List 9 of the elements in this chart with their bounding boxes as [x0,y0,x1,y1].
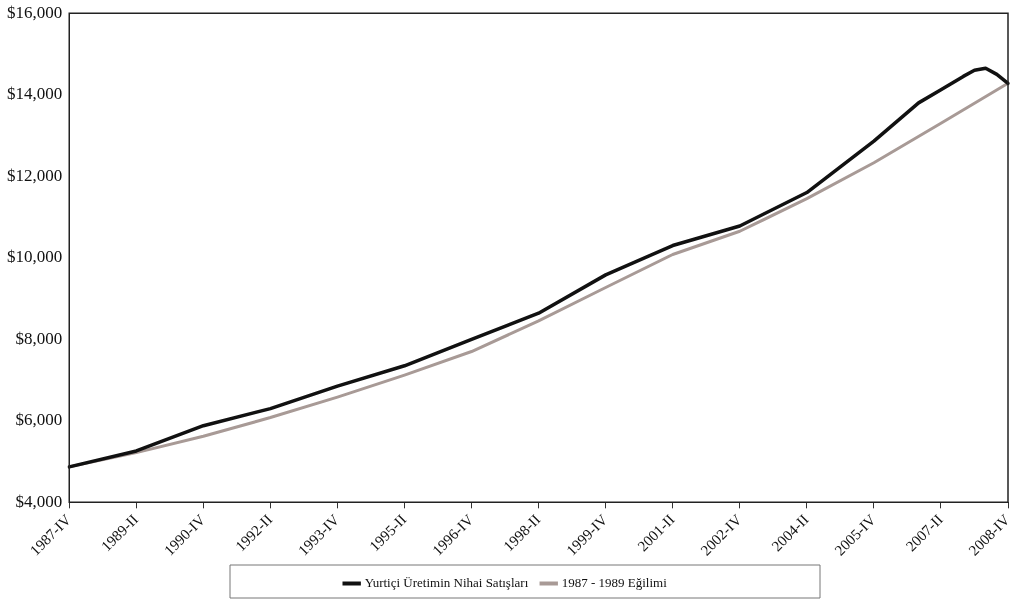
y-tick-label: $14,000 [7,84,63,104]
y-tick-label: $12,000 [7,165,63,185]
y-tick-label: $6,000 [15,410,63,430]
y-tick-label: $16,000 [7,2,63,22]
y-tick-label: $10,000 [7,247,63,267]
y-tick-label: $8,000 [15,328,63,348]
legend-label: 1987 - 1989 Eğilimi [561,574,668,590]
y-tick-label: $4,000 [15,491,63,511]
legend-label: Yurtiçi Üretimin Nihai Satışları [364,574,529,590]
